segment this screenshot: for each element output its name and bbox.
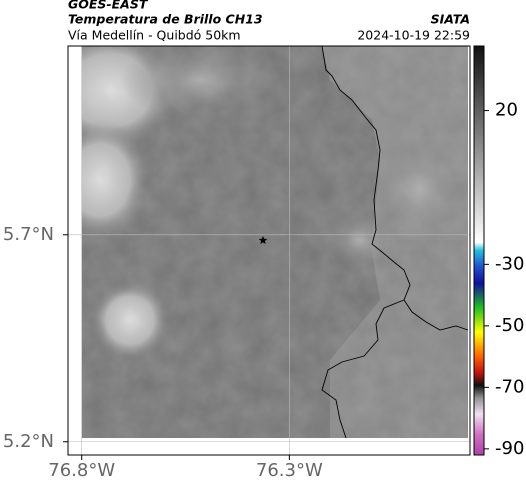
map-frame xyxy=(67,45,471,456)
graticule xyxy=(68,46,470,455)
colorbar xyxy=(473,45,485,456)
colorbar-tick-label: -70 xyxy=(495,376,524,397)
route: Vía Medellín - Quibdó 50km xyxy=(68,28,241,43)
colorbar-tick-label: -30 xyxy=(495,253,524,274)
datetime: 2024-10-19 22:59 xyxy=(357,28,470,43)
colorbar-tick-label: 20 xyxy=(495,100,518,121)
imagery xyxy=(82,46,468,438)
axes: 76.8°W 76.3°W 5.2°N 5.7°N xyxy=(3,224,323,481)
y-tick-label: 5.2°N xyxy=(3,431,54,452)
source: GOES-EAST xyxy=(68,0,149,12)
colorbar-tick-label: -50 xyxy=(495,315,524,336)
location-marker xyxy=(258,236,268,244)
x-tick-label: 76.3°W xyxy=(256,460,323,481)
agency: SIATA xyxy=(431,12,470,27)
colorbar-ticks: 20 -30 -50 -70 -90 xyxy=(484,100,524,459)
texture xyxy=(82,46,468,438)
border xyxy=(321,299,405,439)
x-tick-label: 76.8°W xyxy=(48,460,115,481)
product: Temperatura de Brillo CH13 xyxy=(68,12,263,27)
borders xyxy=(321,45,469,439)
border xyxy=(321,45,469,331)
y-tick-label: 5.7°N xyxy=(3,224,54,245)
colorbar-tick-label: -90 xyxy=(495,438,524,459)
